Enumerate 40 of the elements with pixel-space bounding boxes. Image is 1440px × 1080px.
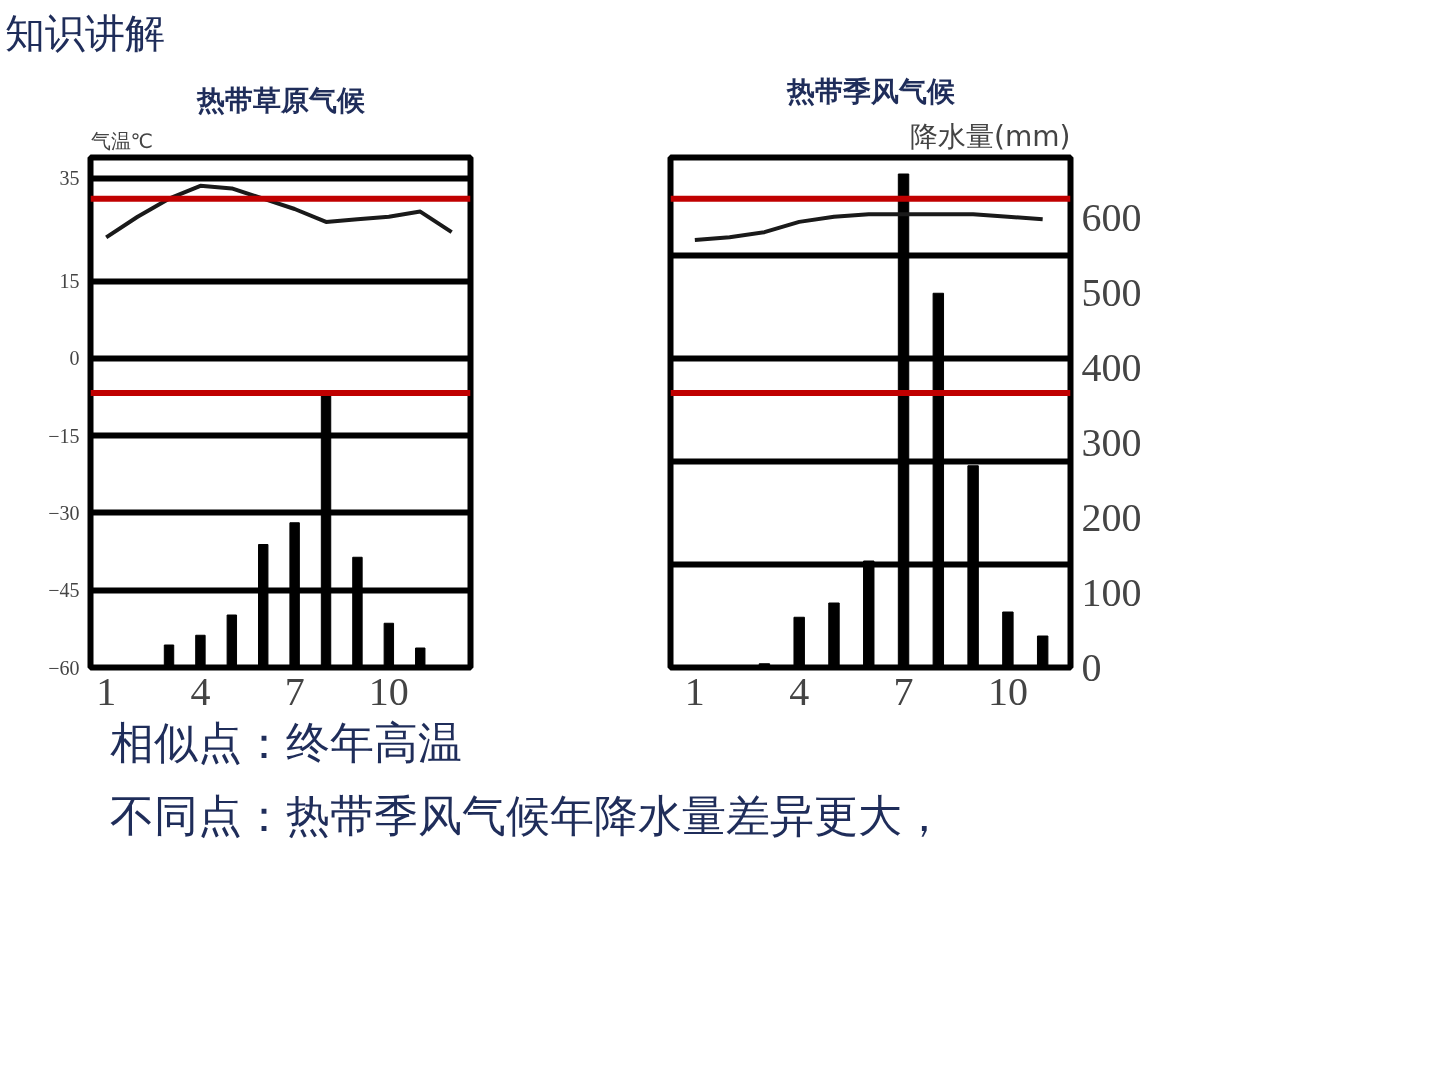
x-tick-label: 4: [190, 668, 211, 714]
y-tick-label: 35: [59, 167, 80, 190]
x-tick-label: 1: [684, 668, 705, 714]
y2-tick-label: 300: [1081, 419, 1142, 465]
text: 不同点：热带季风气候年降水量差异更大，: [110, 789, 946, 843]
bar: [1002, 611, 1014, 668]
x-tick-label: 10: [987, 668, 1028, 714]
y-axis-title: 气温℃: [90, 128, 153, 153]
y2-tick-label: 100: [1081, 569, 1142, 615]
line-series: [104, 183, 454, 240]
y-tick-label: −30: [48, 502, 80, 525]
bar: [828, 602, 840, 668]
x-tick-label: 7: [893, 668, 914, 714]
y-tick-label: 15: [59, 270, 80, 293]
bar: [758, 663, 771, 668]
y-tick-label: −60: [48, 656, 80, 679]
y2-tick-label: 500: [1081, 269, 1142, 315]
x-tick-label: 7: [284, 668, 305, 714]
y-tick-label: −15: [48, 424, 80, 447]
y2-tick-label: 200: [1081, 494, 1142, 540]
y-tick-label: −45: [48, 579, 80, 602]
chart-title: 热带草原气候: [195, 83, 366, 117]
x-tick-label: 1: [96, 668, 117, 714]
bar: [383, 622, 395, 668]
x-tick-label: 10: [368, 668, 409, 714]
bar: [793, 616, 805, 668]
bar: [163, 644, 175, 668]
y2-tick-label: 600: [1081, 194, 1142, 240]
bar: [226, 614, 238, 668]
y2-axis-title: 降水量(mm): [910, 119, 1071, 153]
chart-title: 热带季风气候: [785, 74, 956, 108]
bar: [1036, 635, 1049, 668]
text: 知识讲解: [5, 10, 165, 58]
bar: [195, 634, 206, 668]
y2-tick-label: 400: [1081, 344, 1142, 390]
bar: [415, 647, 426, 668]
x-tick-label: 4: [789, 668, 810, 714]
text: 相似点：终年高温: [110, 716, 462, 771]
y2-tick-label: 0: [1081, 644, 1102, 690]
y-tick-label: 0: [69, 347, 80, 370]
